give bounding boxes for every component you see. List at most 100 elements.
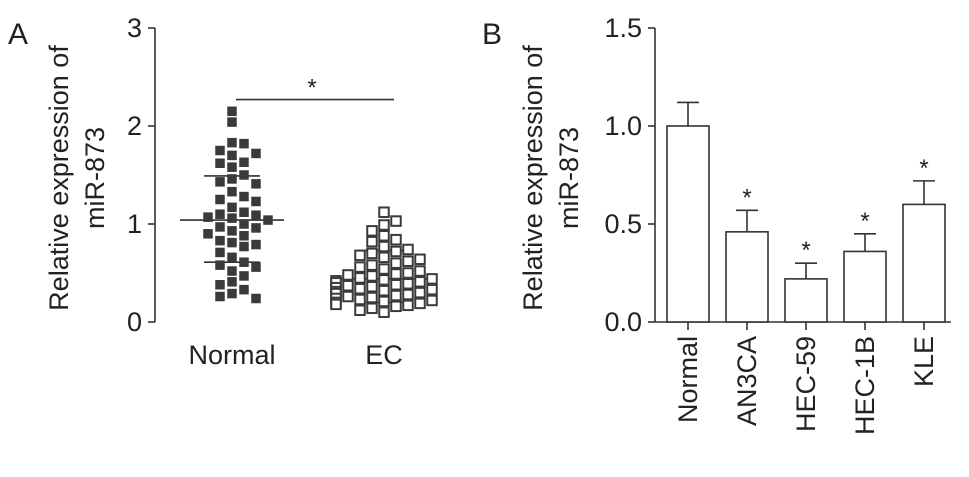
- normal-data-point: [227, 213, 237, 223]
- normal-data-point: [227, 174, 237, 184]
- normal-data-point: [215, 222, 225, 232]
- ec-data-point: [426, 273, 438, 285]
- ec-data-point: [354, 261, 366, 273]
- panel-b-x-tick-label: Normal: [673, 336, 703, 423]
- normal-data-point: [251, 239, 261, 250]
- panel-a: A Relative expression of miR-873 0 1 2 3 Nor…: [8, 13, 438, 370]
- ec-data-point: [330, 298, 342, 311]
- normal-data-point: [215, 194, 225, 205]
- panel-b-significance-star: *: [860, 208, 869, 235]
- panel-a-letter: A: [8, 18, 28, 51]
- ec-data-point: [366, 247, 378, 260]
- ec-data-point: [390, 233, 402, 246]
- ec-data-point: [414, 253, 426, 266]
- normal-data-point: [203, 229, 213, 239]
- normal-data-point: [215, 235, 225, 246]
- normal-data-point: [227, 117, 237, 127]
- normal-data-point: [251, 179, 261, 189]
- ec-data-point: [402, 299, 414, 312]
- ec-data-point: [378, 263, 390, 275]
- panel-b-ylabel-line1: Relative expression of: [518, 45, 548, 311]
- normal-data-point: [251, 223, 261, 233]
- ec-data-point: [426, 283, 438, 296]
- panel-a-ylabel-line2: miR-873: [80, 127, 110, 229]
- panel-b: B Relative expression of miR-873 0.0 0.5 1…: [482, 13, 951, 435]
- panel-a-y-tick-label: 3: [127, 13, 142, 43]
- normal-data-point: [239, 207, 249, 217]
- panel-b-x-tick-label: AN3CA: [732, 336, 762, 426]
- panel-a-y-tick-label: 2: [127, 111, 142, 141]
- panel-b-x-tick-label: KLE: [909, 336, 939, 387]
- ec-data-point: [390, 300, 402, 313]
- normal-data-point: [227, 162, 237, 172]
- ec-data-point: [426, 294, 438, 307]
- ec-data-point: [366, 302, 378, 315]
- panel-b-bar: [843, 250, 887, 323]
- ec-data-point: [414, 276, 426, 288]
- ec-data-point: [378, 206, 390, 218]
- ec-data-point: [342, 269, 354, 281]
- ec-data-point: [378, 230, 390, 242]
- normal-data-point: [227, 106, 237, 117]
- normal-data-point: [251, 293, 261, 304]
- ec-data-point: [378, 251, 390, 264]
- normal-data-point: [239, 157, 249, 168]
- panel-a-x-tick-label: Normal: [188, 340, 275, 370]
- ec-data-point: [378, 219, 390, 231]
- panel-b-letter: B: [482, 18, 502, 51]
- ec-data-point: [390, 245, 402, 258]
- ec-data-point: [342, 290, 354, 303]
- panel-b-y-tick-label: 0.0: [604, 307, 642, 337]
- panel-b-bar: [784, 278, 828, 323]
- normal-data-point: [215, 177, 225, 187]
- normal-data-point: [239, 271, 249, 281]
- panel-b-significance-star: *: [742, 184, 751, 211]
- panel-b-y-tick-label: 1.0: [604, 111, 642, 141]
- normal-data-point: [227, 277, 237, 287]
- panel-a-x-tick-label: EC: [365, 340, 403, 370]
- ec-data-point: [378, 274, 390, 286]
- panel-b-significance-star: *: [801, 237, 810, 264]
- ec-data-point: [366, 280, 378, 293]
- ec-data-point: [390, 215, 402, 227]
- ec-data-point: [390, 257, 402, 269]
- normal-data-point: [239, 170, 249, 180]
- normal-data-point: [215, 280, 225, 290]
- ec-data-point: [342, 279, 354, 292]
- panel-b-significance-star: *: [919, 155, 928, 182]
- panel-a-ylabel-line1: Relative expression of: [44, 45, 74, 311]
- panel-a-y-tick-label: 0: [127, 307, 142, 337]
- normal-data-point: [227, 226, 237, 236]
- normal-data-point: [227, 237, 237, 248]
- normal-data-point: [239, 191, 249, 202]
- ec-data-point: [402, 278, 414, 290]
- panel-a-y-tick-label: 1: [127, 209, 142, 239]
- normal-data-point: [203, 212, 213, 222]
- normal-data-point: [215, 145, 225, 156]
- ec-data-point: [366, 259, 378, 271]
- ec-data-point: [414, 265, 426, 277]
- ec-data-point: [366, 225, 378, 237]
- ec-data-point: [378, 240, 390, 253]
- normal-data-point: [227, 288, 237, 299]
- normal-data-point: [227, 252, 237, 263]
- ec-data-point: [354, 282, 366, 295]
- ec-data-point: [354, 293, 366, 306]
- normal-data-point: [251, 210, 261, 220]
- panel-b-x-tick-label: HEC-59: [791, 336, 821, 432]
- ec-data-point: [402, 267, 414, 279]
- panel-b-bar: [725, 231, 769, 323]
- panel-b-bar: [666, 125, 710, 323]
- panel-b-y-tick-label: 0.5: [604, 209, 642, 239]
- ec-data-point: [402, 243, 414, 256]
- ec-data-point: [402, 255, 414, 267]
- ec-data-point: [366, 270, 378, 282]
- normal-data-point: [227, 266, 237, 276]
- ec-data-point: [390, 268, 402, 280]
- ec-data-point: [378, 306, 390, 318]
- ec-data-point: [414, 286, 426, 299]
- ec-data-point: [366, 235, 378, 248]
- panel-b-bar: [902, 203, 946, 323]
- normal-data-point: [227, 150, 237, 161]
- normal-data-point: [239, 257, 249, 267]
